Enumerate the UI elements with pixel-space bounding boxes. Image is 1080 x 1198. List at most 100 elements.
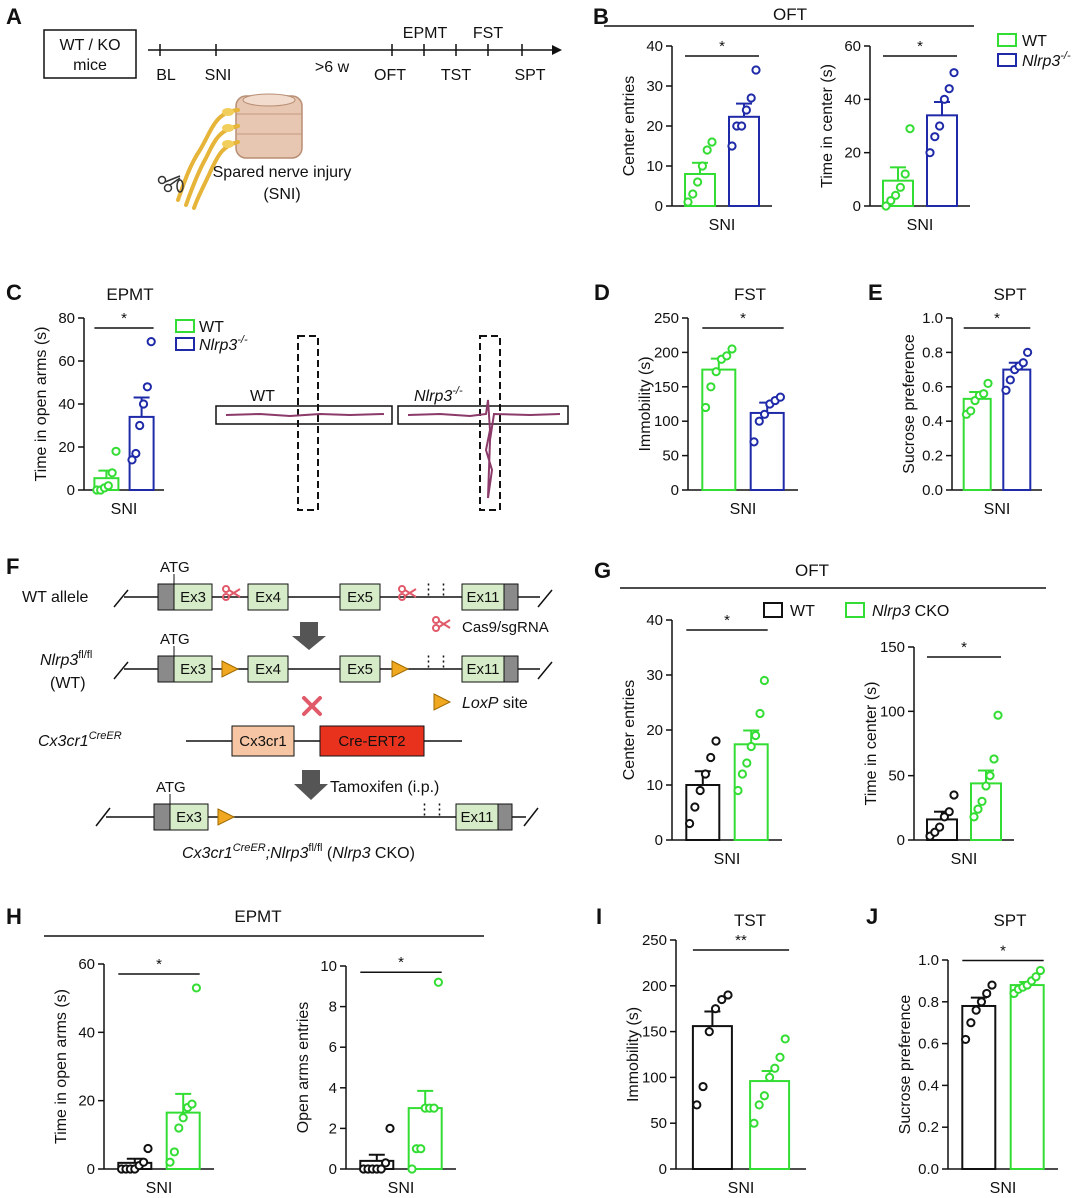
data-point: [698, 1081, 708, 1092]
y-tick-label: 2: [329, 1120, 337, 1137]
group-title-epmt-h: EPMT: [234, 907, 281, 926]
data-point: [187, 1099, 197, 1109]
y-tick-label: 100: [880, 703, 905, 720]
y-axis-label: Immobility (s): [625, 1007, 642, 1102]
panel-label-d: D: [594, 280, 610, 305]
y-tick-label: 40: [646, 38, 663, 55]
timeline-oft: OFT: [374, 67, 406, 84]
ellipsis: ⋮⋮: [421, 581, 451, 598]
data-point: [900, 169, 910, 179]
timeline-arrowhead: [552, 45, 562, 55]
y-tick-label: 40: [646, 612, 663, 629]
exon-box: [169, 803, 209, 831]
data-point: [702, 145, 712, 155]
data-point: [982, 988, 992, 999]
data-point: [775, 392, 786, 402]
data-point: [751, 65, 761, 75]
data-point: [111, 446, 121, 456]
data-point: [127, 455, 137, 465]
legend-swatch-ko: [175, 337, 195, 351]
data-point: [1005, 375, 1015, 385]
data-point: [707, 137, 717, 147]
y-tick-label: 4: [329, 1080, 337, 1097]
data-point: [169, 1147, 179, 1157]
y-axis-label: Open arms entries: [295, 1002, 312, 1134]
data-point: [174, 1123, 184, 1133]
significance-label: *: [121, 310, 127, 327]
data-point: [700, 769, 711, 779]
exon-label: Ex5: [347, 661, 373, 678]
wt-allele-label: WT allele: [22, 589, 88, 606]
panel-label-g: G: [594, 558, 611, 583]
y-tick-label: 0.8: [918, 994, 939, 1011]
y-tick-label: 1.0: [922, 310, 943, 327]
panel-label-h: H: [6, 904, 22, 929]
significance-label: *: [994, 310, 1000, 327]
data-point: [711, 367, 721, 377]
y-tick-label: 40: [844, 91, 861, 108]
data-point: [755, 708, 765, 719]
y-tick-label: 50: [662, 448, 679, 465]
bar: [691, 1025, 733, 1170]
data-point: [993, 710, 1003, 720]
ellipsis: ⋮⋮: [417, 801, 447, 818]
scissor-icon: [157, 175, 184, 193]
significance-label: *: [719, 38, 725, 55]
y-tick-label: 100: [654, 413, 679, 430]
y-tick-label: 250: [654, 310, 679, 327]
data-point: [746, 93, 756, 103]
chart-title: SPT: [993, 911, 1026, 930]
data-point: [717, 994, 727, 1005]
timeline-gt6w: >6 w: [315, 59, 350, 76]
y-tick-label: 150: [642, 1024, 667, 1041]
cre-ert2-label: Cre-ERT2: [338, 733, 405, 750]
y-tick-label: 0: [659, 1161, 667, 1178]
y-tick-label: 0.8: [922, 344, 943, 361]
data-point: [759, 409, 770, 419]
chart-title: SPT: [993, 285, 1026, 304]
x-axis-label: SNI: [714, 851, 741, 868]
exon-label: Ex11: [466, 661, 499, 678]
chart-title: TST: [734, 911, 766, 930]
data-point: [775, 1052, 785, 1062]
chart-h2: 0 2 4 6 8 10 Open arms entries SNI *: [295, 954, 456, 1197]
tamoxifen-label: Tamoxifen (i.p.): [330, 779, 439, 796]
cas9-label: Cas9/sgRNA: [462, 619, 549, 636]
y-axis-label: Time in center (s): [863, 682, 880, 806]
data-point: [979, 389, 989, 399]
data-point: [1031, 972, 1041, 982]
down-arrow-icon: [294, 770, 328, 800]
legend-swatch-cko: [845, 602, 865, 618]
y-tick-label: 30: [646, 667, 663, 684]
epm-track-ko: Nlrp3-/-: [397, 335, 569, 511]
data-point: [749, 437, 759, 447]
cross-icon: [302, 696, 322, 716]
mice-box: [43, 29, 137, 79]
legend-label-wt: WT: [790, 603, 815, 620]
sni-caption-line1: Spared nerve injury: [213, 164, 352, 181]
y-axis-label: Center entries: [621, 76, 638, 177]
panel-f: F WT allele Ex3 ATG Ex4 Ex5 ⋮⋮ Ex11 Cas9…: [6, 554, 553, 862]
data-point: [944, 807, 954, 817]
data-point: [723, 990, 733, 1000]
data-point: [685, 818, 695, 829]
y-tick-label: 0.4: [922, 413, 943, 430]
panel-label-f: F: [6, 554, 19, 579]
exon-label: Ex11: [466, 589, 499, 606]
chart-b1: 0 10 20 30 40 Center entries SNI *: [621, 38, 772, 234]
y-tick-label: 20: [646, 722, 663, 739]
data-point: [1023, 347, 1033, 357]
data-point: [780, 1034, 790, 1044]
atg-label: ATG: [156, 779, 186, 796]
legend-label-wt: WT: [1022, 33, 1047, 50]
chart-b2: 0 20 40 60 Time in center (s) SNI *: [819, 38, 970, 234]
y-tick-label: 50: [650, 1115, 667, 1132]
data-point: [722, 351, 732, 361]
panel-label-j: J: [866, 904, 878, 929]
x-axis-label: SNI: [730, 501, 757, 518]
group-title-oft-g: OFT: [795, 561, 829, 580]
data-point: [989, 754, 999, 764]
data-point: [143, 1143, 153, 1154]
legend-label-wt: WT: [199, 319, 224, 336]
